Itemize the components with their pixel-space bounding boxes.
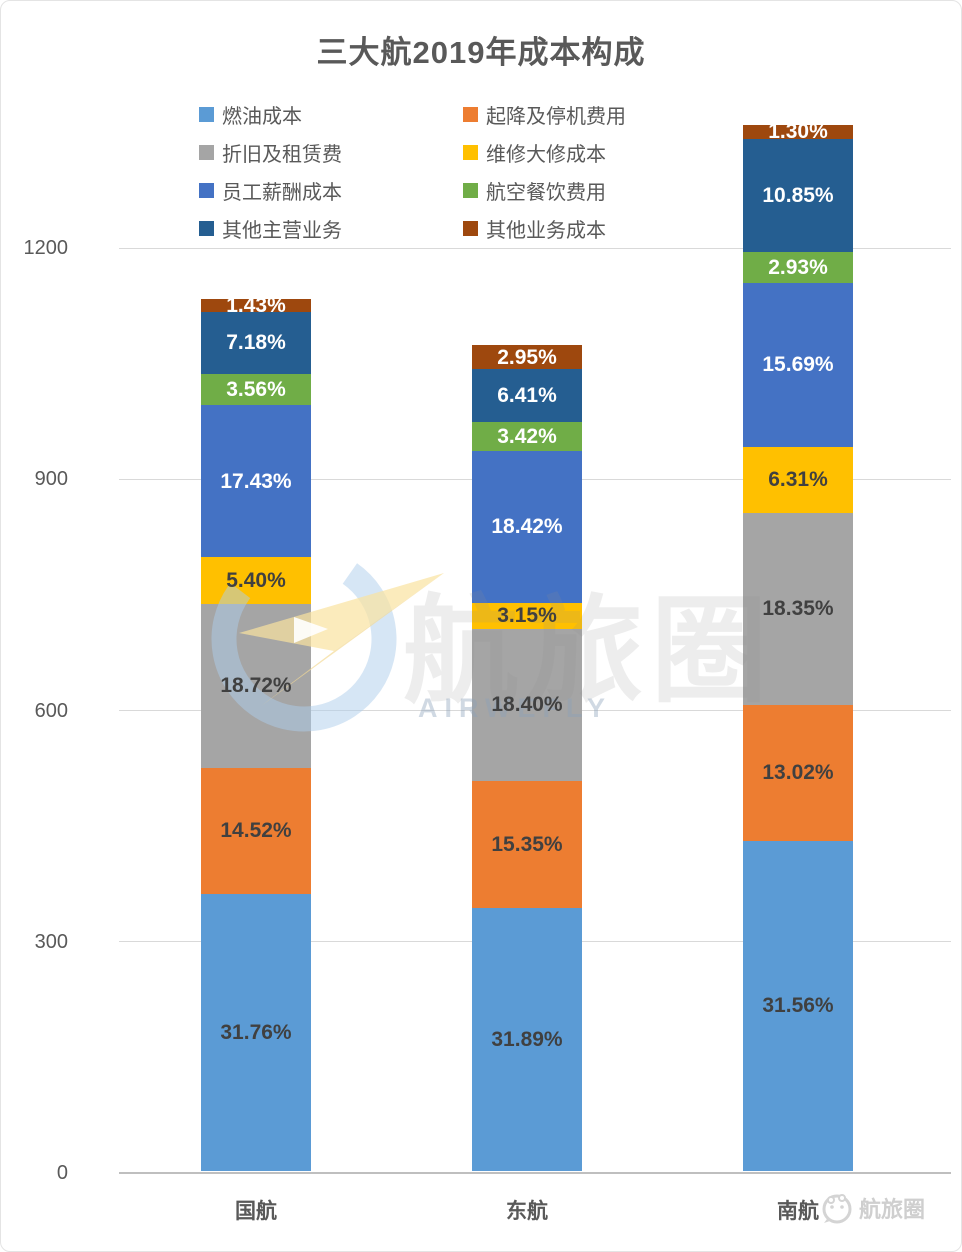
bar-segment-label: 1.43% xyxy=(226,293,286,317)
bar-segment-label: 2.93% xyxy=(768,255,828,279)
x-category-label-南航: 南航 xyxy=(777,1200,819,1223)
watermark-brand-text: 航旅圈 xyxy=(403,586,775,716)
legend-label: 其他主营业务 xyxy=(222,220,342,242)
bar-国航: 31.76% 14.52% 18.72% 5.40% 17.43% 3.56% 7.18% 1… xyxy=(201,295,311,1171)
y-tick-label-0: 0 xyxy=(56,1162,68,1184)
bar-segment: 15.69% xyxy=(743,282,853,447)
legend-label: 其他业务成本 xyxy=(486,220,606,242)
legend-item: 燃油成本 xyxy=(199,103,463,128)
legend-swatch-icon xyxy=(463,183,478,198)
bar-segment-label: 1.30% xyxy=(768,120,828,144)
bar-segment-label: 3.42% xyxy=(497,424,557,448)
y-tick-label-600: 600 xyxy=(34,699,68,722)
bar-segment: 18.35% xyxy=(743,512,853,705)
legend-swatch-icon xyxy=(199,107,214,122)
bar-segment-label: 15.69% xyxy=(762,353,834,377)
gridline-1200 xyxy=(119,247,951,249)
bar-segment-label: 18.35% xyxy=(762,597,834,621)
legend-label: 起降及停机费用 xyxy=(486,106,626,128)
legend-item: 维修大修成本 xyxy=(463,141,626,166)
legend-item: 其他业务成本 xyxy=(463,217,626,242)
y-tick-label-1200: 1200 xyxy=(23,237,69,259)
bar-segment: 2.95% xyxy=(472,344,582,370)
bar-segment: 6.31% xyxy=(743,446,853,513)
x-axis-line xyxy=(119,1172,951,1174)
bar-segment: 18.40% xyxy=(472,628,582,781)
bar-segment: 18.72% xyxy=(201,604,311,768)
bar-segment-label: 14.52% xyxy=(220,819,292,843)
bar-segment: 17.43% xyxy=(201,405,311,558)
bar-segment-label: 31.76% xyxy=(220,1021,292,1045)
legend-item: 起降及停机费用 xyxy=(463,103,626,128)
footer-brand: 航旅圈 xyxy=(819,1190,925,1226)
legend-swatch-icon xyxy=(463,221,478,236)
bar-segment-label: 3.15% xyxy=(497,604,557,628)
bar-segment-label: 2.95% xyxy=(497,345,557,369)
bar-segment-label: 31.56% xyxy=(762,994,834,1018)
bar-segment-label: 5.40% xyxy=(226,569,286,593)
legend-item: 航空餐饮费用 xyxy=(463,179,626,204)
bar-segment-label: 3.56% xyxy=(226,378,286,402)
bar-segment: 18.42% xyxy=(472,450,582,603)
y-tick-label-300: 300 xyxy=(34,930,68,953)
chart-title: 三大航2019年成本构成 xyxy=(316,35,646,70)
bar-segment-label: 10.85% xyxy=(762,183,834,207)
bar-segment: 10.85% xyxy=(743,138,853,253)
bar-segment-label: 18.40% xyxy=(491,693,563,717)
legend-label: 维修大修成本 xyxy=(486,144,606,166)
bar-segment: 3.56% xyxy=(201,374,311,406)
bar-segment: 6.41% xyxy=(472,369,582,423)
bar-segment: 2.93% xyxy=(743,252,853,283)
legend: 燃油成本 起降及停机费用折旧及租赁费 维修大修成本员工薪酬成本 航空餐饮费用其他主营业… xyxy=(199,103,626,242)
bar-segment-label: 15.35% xyxy=(491,832,563,856)
legend-item: 折旧及租赁费 xyxy=(199,141,463,166)
bar-东航: 31.89% 15.35% 18.40% 3.15% 18.42% 3.42% 6.41% 2… xyxy=(472,344,582,1171)
bar-segment-label: 6.31% xyxy=(768,468,828,492)
legend-swatch-icon xyxy=(199,183,214,198)
legend-label: 折旧及租赁费 xyxy=(222,144,342,166)
bar-segment: 3.15% xyxy=(472,602,582,629)
legend-swatch-icon xyxy=(199,221,214,236)
bar-segment: 13.02% xyxy=(743,704,853,841)
legend-swatch-icon xyxy=(199,145,214,160)
legend-swatch-icon xyxy=(463,145,478,160)
legend-item: 其他主营业务 xyxy=(199,217,463,242)
bar-segment-label: 18.42% xyxy=(491,515,563,539)
bar-南航: 31.56% 13.02% 18.35% 6.31% 15.69% 2.93% 10.85%… xyxy=(743,121,853,1171)
y-tick-label-900: 900 xyxy=(34,468,68,491)
x-category-label-国航: 国航 xyxy=(235,1200,277,1223)
x-category-label-东航: 东航 xyxy=(506,1200,548,1223)
bar-segment: 31.56% xyxy=(743,840,853,1171)
bar-segment: 1.30% xyxy=(743,121,853,142)
bar-segment: 31.76% xyxy=(201,894,311,1171)
bar-segment-label: 18.72% xyxy=(220,674,292,698)
bar-segment: 3.42% xyxy=(472,422,582,451)
bar-segment-label: 13.02% xyxy=(762,761,834,785)
legend-item: 员工薪酬成本 xyxy=(199,179,463,204)
footer-brand-text: 航旅圈 xyxy=(859,1197,926,1222)
bar-segment: 15.35% xyxy=(472,780,582,908)
bar-segment-label: 6.41% xyxy=(497,384,557,408)
legend-label: 燃油成本 xyxy=(222,106,302,128)
bar-segment-label: 17.43% xyxy=(220,469,292,493)
bar-segment: 14.52% xyxy=(201,767,311,895)
legend-swatch-icon xyxy=(463,107,478,122)
bar-segment: 1.43% xyxy=(201,295,311,316)
bar-segment: 31.89% xyxy=(472,907,582,1171)
bar-segment: 7.18% xyxy=(201,311,311,375)
bar-segment: 5.40% xyxy=(201,557,311,605)
legend-label: 航空餐饮费用 xyxy=(486,182,606,204)
bar-segment-label: 31.89% xyxy=(491,1027,563,1051)
footer-brand-icon xyxy=(822,1194,852,1224)
legend-label: 员工薪酬成本 xyxy=(222,182,342,204)
bar-segment-label: 7.18% xyxy=(226,331,286,355)
